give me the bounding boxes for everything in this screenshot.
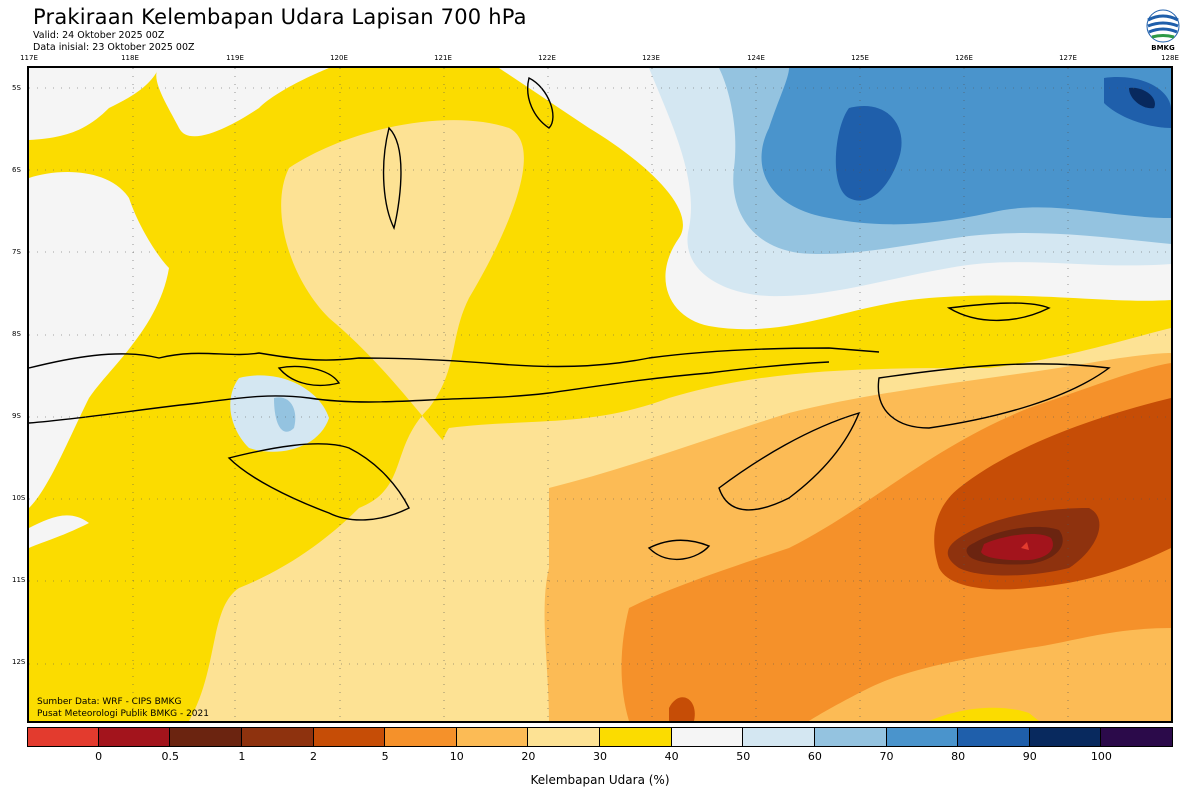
colorbar-tick: 30: [593, 750, 607, 763]
colorbar-segment: [814, 727, 887, 747]
colorbar-tick: 40: [664, 750, 679, 763]
bmkg-logo: BMKG: [1144, 8, 1184, 58]
lon-label: 118E: [121, 54, 139, 62]
lat-label: 12S: [12, 658, 26, 666]
lat-label: 5S: [12, 84, 21, 92]
coastlines: [29, 76, 1111, 561]
colorbar-segment: [241, 727, 314, 747]
colorbar-tick: 10: [449, 750, 464, 763]
init-time: Data inisial: 23 Oktober 2025 00Z: [33, 42, 195, 53]
lat-label: 7S: [12, 248, 21, 256]
colorbar-tick: 0.5: [161, 750, 180, 763]
colorbar-tick: 1: [238, 750, 246, 763]
colorbar-segment: [313, 727, 386, 747]
lon-label: 125E: [851, 54, 869, 62]
lat-label: 9S: [12, 412, 21, 420]
colorbar-segment: [1029, 727, 1102, 747]
lon-label: 121E: [434, 54, 452, 62]
lon-label: 123E: [642, 54, 660, 62]
colorbar-segment: [456, 727, 529, 747]
lon-label: 122E: [538, 54, 556, 62]
colorbar: [27, 727, 1173, 747]
humidity-fill: [29, 68, 1171, 721]
colorbar-segment: [743, 727, 815, 747]
lon-label: 127E: [1059, 54, 1077, 62]
colorbar-segment: [27, 727, 99, 747]
colorbar-tick: 2: [310, 750, 317, 763]
lat-label: 10S: [12, 494, 26, 502]
colorbar-segment: [958, 727, 1030, 747]
bmkg-logo-icon: [1146, 9, 1180, 43]
lon-label: 117E: [20, 54, 38, 62]
colorbar-segment: [98, 727, 171, 747]
colorbar-tick: 90: [1022, 750, 1037, 763]
colorbar-label: Kelembapan Udara (%): [530, 773, 670, 787]
colorbar-segment: [1101, 727, 1173, 747]
lon-label: 119E: [226, 54, 244, 62]
organization: Pusat Meteorologi Publik BMKG - 2021: [37, 709, 209, 719]
grid-lines: [29, 68, 1171, 721]
colorbar-tick: 50: [736, 750, 751, 763]
colorbar-segment: [886, 727, 959, 747]
map-title: Prakiraan Kelembapan Udara Lapisan 700 h…: [33, 5, 527, 29]
colorbar-tick: 0: [95, 750, 103, 763]
valid-time: Valid: 24 Oktober 2025 00Z: [33, 30, 165, 41]
colorbar-segment: [170, 727, 242, 747]
colorbar-tick: 60: [807, 750, 822, 763]
colorbar-segment: [600, 727, 672, 747]
logo-text: BMKG: [1151, 44, 1175, 52]
colorbar-segment: [385, 727, 457, 747]
lon-label: 128E: [1161, 54, 1179, 62]
lon-label: 126E: [955, 54, 973, 62]
lon-label: 124E: [747, 54, 765, 62]
colorbar-tick: 20: [521, 750, 536, 763]
colorbar-segment: [528, 727, 600, 747]
colorbar-tick: 80: [951, 750, 966, 763]
colorbar-segment: [671, 727, 744, 747]
lat-label: 8S: [12, 330, 21, 338]
colorbar-tick: 100: [1090, 750, 1112, 763]
colorbar-tick: 5: [381, 750, 389, 763]
lat-label: 6S: [12, 166, 21, 174]
lon-label: 120E: [330, 54, 348, 62]
lat-label: 11S: [12, 576, 26, 584]
humidity-map: [27, 66, 1173, 723]
data-source: Sumber Data: WRF - CIPS BMKG: [37, 697, 182, 707]
colorbar-tick: 70: [879, 750, 894, 763]
